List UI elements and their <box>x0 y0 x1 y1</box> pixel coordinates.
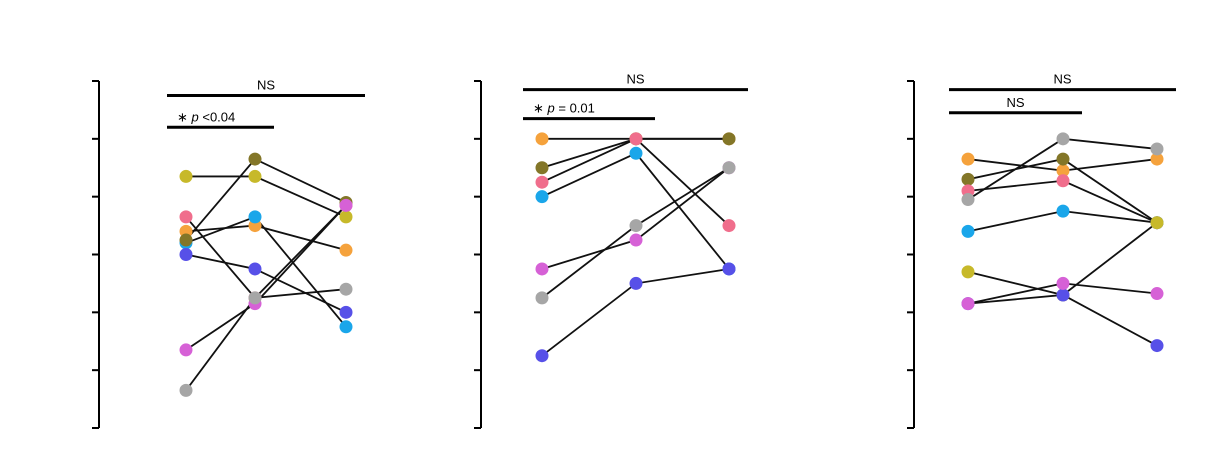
significance-text: NS <box>257 77 275 92</box>
panel-b: NS ∗ p = 0.01 <box>474 72 748 429</box>
data-point <box>248 169 262 183</box>
data-point <box>961 172 975 186</box>
significance-label: NS <box>626 72 644 87</box>
subject-line <box>185 215 347 328</box>
significance-text: NS <box>1053 72 1071 87</box>
data-point <box>339 210 353 224</box>
data-point <box>339 282 353 296</box>
data-point <box>248 291 262 305</box>
subject-line <box>967 294 1158 347</box>
data-point <box>1056 132 1070 146</box>
significance-text: p <box>191 109 199 124</box>
data-point <box>248 152 262 166</box>
significance-label: ∗ p <0.04 <box>177 109 235 124</box>
data-point <box>629 276 643 290</box>
data-point <box>629 132 643 146</box>
subject-line <box>185 253 347 314</box>
data-point <box>722 132 736 146</box>
data-point <box>339 198 353 212</box>
significance-value: = 0.01 <box>555 101 595 116</box>
data-point <box>179 210 193 224</box>
data-point <box>535 262 549 276</box>
data-point <box>339 305 353 319</box>
data-point <box>961 152 975 166</box>
data-point <box>722 262 736 276</box>
data-point <box>1056 164 1070 178</box>
subject-line <box>185 288 347 391</box>
data-point <box>1056 288 1070 302</box>
data-point <box>1150 142 1164 156</box>
data-point <box>1056 152 1070 166</box>
subject-line <box>185 204 347 351</box>
data-point <box>339 320 353 334</box>
data-point <box>339 243 353 257</box>
data-point <box>1150 216 1164 230</box>
significance-text: NS <box>1006 95 1024 110</box>
panel-a: NS ∗ p <0.04 <box>92 77 365 429</box>
data-point <box>961 224 975 238</box>
significance-text: NS <box>626 72 644 87</box>
data-point <box>629 219 643 233</box>
data-point <box>1150 152 1164 166</box>
data-point <box>722 219 736 233</box>
panel-c: NS NS <box>907 72 1176 429</box>
data-point <box>535 349 549 363</box>
significance-label: NS <box>257 77 275 92</box>
data-point <box>179 169 193 183</box>
data-point <box>961 297 975 311</box>
data-point <box>248 262 262 276</box>
data-point <box>179 233 193 247</box>
data-point <box>535 161 549 175</box>
data-point <box>629 146 643 160</box>
data-point <box>535 175 549 189</box>
data-point <box>1150 287 1164 301</box>
data-point <box>535 132 549 146</box>
data-point <box>1056 174 1070 188</box>
data-point <box>535 190 549 204</box>
data-point <box>629 233 643 247</box>
subject-line <box>541 152 730 270</box>
significance-text: p <box>547 101 555 116</box>
data-point <box>179 248 193 261</box>
data-point <box>1150 339 1164 353</box>
data-point <box>535 291 549 305</box>
data-point <box>179 343 193 357</box>
significance-label: NS <box>1006 95 1024 110</box>
data-point <box>1056 204 1070 218</box>
data-point <box>722 161 736 175</box>
significance-star: ∗ <box>533 101 548 116</box>
subject-line <box>185 204 347 300</box>
data-point <box>179 383 193 397</box>
data-point <box>1056 276 1070 290</box>
significance-label: ∗ p = 0.01 <box>533 101 595 116</box>
significance-value: <0.04 <box>199 109 236 124</box>
data-point <box>248 210 262 224</box>
data-point <box>961 265 975 279</box>
significance-star: ∗ <box>177 109 192 124</box>
significance-label: NS <box>1053 72 1071 87</box>
data-point <box>961 193 975 207</box>
